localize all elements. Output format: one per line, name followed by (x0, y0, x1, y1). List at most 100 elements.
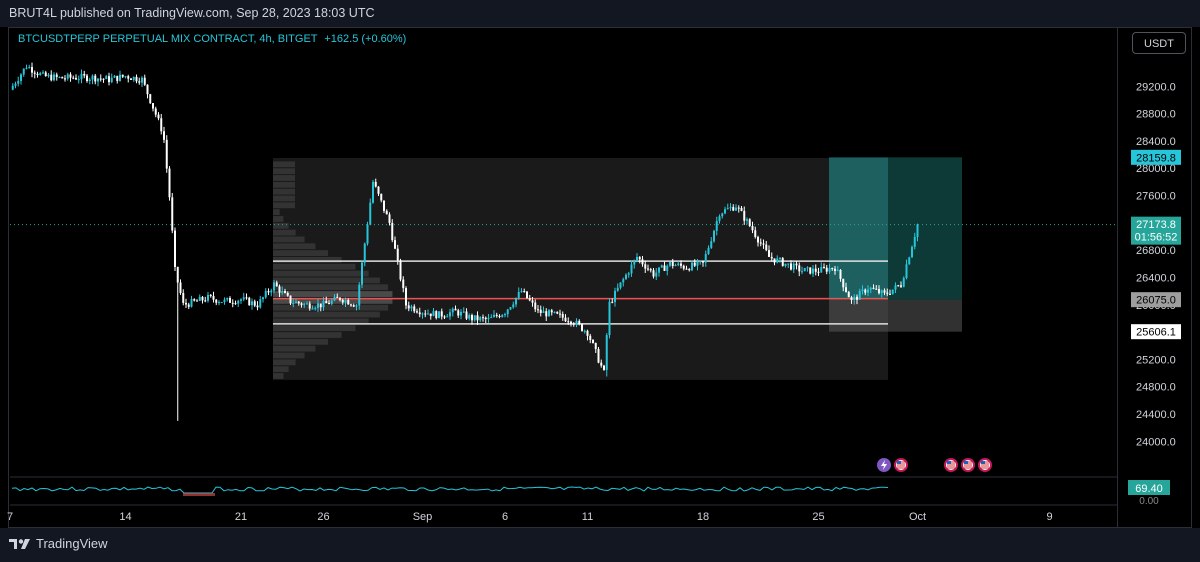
date-tick-label: 11 (582, 511, 593, 523)
candle-body (322, 301, 325, 308)
candle-body (388, 214, 391, 223)
candle-body (537, 309, 539, 311)
candle-body (108, 76, 110, 83)
volume-profile-bar (273, 352, 305, 359)
volume-profile-bar (273, 318, 369, 325)
candle-body (394, 240, 396, 249)
candle-body (828, 268, 831, 272)
candle-body (762, 243, 765, 245)
candle-body (240, 299, 242, 301)
candle-body (196, 300, 198, 302)
candle-body (405, 288, 407, 306)
position-target-zone (829, 157, 962, 300)
candle-body (127, 76, 130, 79)
candle-body (58, 76, 61, 78)
candle-body (561, 314, 564, 318)
candle-body (473, 315, 476, 321)
candle-body (20, 74, 22, 81)
candle-body (330, 300, 333, 304)
candle-body (825, 267, 828, 272)
price-tick-label: 28400.0 (1136, 136, 1176, 148)
candle-body (14, 83, 17, 86)
candle-body (42, 72, 44, 74)
candle-body (682, 265, 685, 269)
candle-body (248, 297, 251, 306)
candle-body (594, 342, 597, 350)
candle-body (506, 309, 509, 315)
volume-profile-bar (273, 181, 295, 188)
us-flag-icon (978, 458, 992, 472)
candle-body (149, 94, 152, 104)
candle-body (113, 75, 116, 78)
volume-profile-bar (273, 209, 280, 216)
candle-body (559, 313, 561, 315)
candle-body (99, 78, 102, 80)
candle-body (894, 285, 897, 290)
price-tick-label: 24400.0 (1136, 409, 1176, 421)
candle-body (399, 260, 402, 280)
candle-body (520, 291, 523, 293)
candle-body (187, 304, 190, 307)
candle-body (361, 262, 363, 285)
candle-body (699, 261, 702, 263)
candle-body (880, 290, 883, 294)
candle-body (341, 299, 344, 303)
candle-body (105, 76, 108, 80)
candle-body (339, 297, 341, 300)
candle-body (77, 79, 80, 81)
candle-body (592, 340, 594, 343)
price-badge-entry (1131, 292, 1181, 308)
candle-body (64, 78, 66, 80)
candle-body (649, 269, 652, 271)
candle-body (836, 269, 839, 271)
candle-body (751, 226, 754, 231)
candle-body (578, 320, 581, 324)
price-badge-text-target: 28159.8 (1136, 152, 1176, 164)
currency-button[interactable]: USDT (1132, 32, 1186, 54)
volume-profile-bar (273, 202, 295, 209)
candle-body (737, 207, 740, 209)
date-tick-label: Oct (909, 511, 926, 523)
candle-body (171, 197, 174, 231)
candle-body (242, 297, 245, 300)
candle-body (916, 224, 919, 237)
candle-body (132, 76, 135, 80)
flag-canton (897, 461, 901, 464)
candle-body (872, 287, 875, 289)
range-box (273, 158, 888, 380)
candle-body (80, 73, 83, 80)
candle-body (853, 296, 856, 301)
candle-body (611, 301, 614, 303)
candle-body (638, 256, 641, 260)
candle-body (317, 303, 319, 308)
candle-body (487, 317, 490, 320)
candle-body (176, 266, 179, 283)
candle-body (306, 303, 308, 305)
candle-body (319, 303, 322, 308)
candle-body (790, 263, 792, 270)
candle-body (913, 236, 916, 247)
candle-body (498, 315, 501, 317)
candle-body (710, 241, 713, 248)
price-tick-label: 29200.0 (1136, 81, 1176, 93)
volume-profile-bar (273, 366, 289, 373)
candle-body (281, 290, 284, 293)
candle-body (190, 299, 193, 307)
us-flag-icon (961, 458, 975, 472)
candle-body (597, 349, 600, 363)
candle-body (193, 299, 196, 301)
candle-body (443, 316, 446, 318)
candle-body (418, 312, 421, 315)
candle-body (625, 274, 627, 280)
candle-body (209, 294, 212, 297)
candle-body (773, 258, 776, 263)
candle-body (154, 108, 157, 115)
candle-body (726, 208, 729, 210)
candle-body (905, 264, 908, 278)
candle-body (377, 186, 380, 194)
flag-canton (981, 461, 985, 464)
candle-body (619, 282, 622, 288)
candle-body (902, 277, 905, 287)
price-scale[interactable] (1117, 27, 1192, 528)
